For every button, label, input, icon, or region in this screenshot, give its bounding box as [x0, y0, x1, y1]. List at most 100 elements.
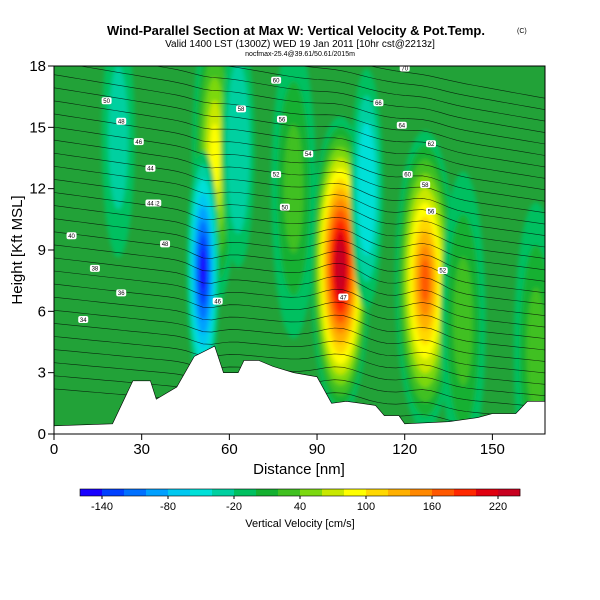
y-tick-label-3: 9 — [38, 242, 46, 259]
colorbar-swatch-6 — [212, 489, 235, 496]
theta-contour-5 — [54, 323, 545, 374]
theta-label-6: 38 — [89, 264, 100, 273]
theta-contour-4 — [54, 336, 545, 385]
downdraft-core-2-level-2 — [231, 96, 246, 200]
theta-contour-19 — [54, 139, 545, 213]
theta-label-text-7: 36 — [118, 291, 125, 297]
theta-label-5: 40 — [66, 232, 77, 240]
y-axis-label: Height [Kft MSL] — [9, 195, 26, 304]
valid-time-line: Valid 1400 LST (1300Z) WED 19 Jan 2011 [… — [165, 39, 435, 50]
updraft-core-1-level-9 — [420, 259, 430, 303]
downdraft-core-2 — [221, 66, 255, 268]
downdraft-core-3 — [101, 66, 135, 258]
theta-contour-17 — [54, 166, 545, 236]
y-tick-label-2: 6 — [38, 303, 46, 320]
theta-label-23: 60 — [402, 170, 413, 179]
terrain-mask — [54, 345, 545, 434]
theta-contour-12 — [54, 231, 545, 294]
x-tick-label-1: 30 — [133, 441, 150, 458]
theta-label-20: 70 — [399, 66, 410, 72]
colorbar-swatch-9 — [278, 489, 301, 496]
theta-label-16: 48 — [160, 240, 171, 248]
theta-contour-22 — [54, 100, 545, 179]
theta-contour-29 — [369, 66, 545, 99]
colorbar-tick-label-2: -20 — [226, 501, 242, 513]
colorbar-swatch-4 — [168, 489, 191, 496]
colorbar-swatch-19 — [498, 489, 521, 496]
theta-label-text-16: 48 — [162, 242, 169, 248]
updraft-core-1 — [395, 130, 456, 431]
updraft-core-3 — [271, 66, 317, 339]
theta-label-1: 48 — [116, 117, 127, 126]
y-tick-label-6: 18 — [29, 58, 46, 75]
theta-label-text-1: 48 — [118, 120, 125, 126]
updraft-core-4-level-2 — [453, 257, 473, 386]
theta-contour-13 — [54, 218, 545, 282]
theta-label-13: 54 — [303, 150, 314, 158]
theta-label-text-0: 50 — [103, 99, 110, 105]
theta-label-text-20: 70 — [401, 66, 408, 72]
theta-label-text-9: 44 — [147, 201, 154, 207]
colorbar-tick-label-1: -80 — [160, 501, 176, 513]
theta-label-14: 52 — [271, 170, 282, 179]
theta-label-text-26: 52 — [439, 269, 446, 275]
x-axis-label: Distance [nm] — [253, 461, 345, 478]
chart-title: Wind-Parallel Section at Max W: Vertical… — [107, 23, 485, 38]
theta-label-3: 44 — [145, 164, 156, 173]
theta-label-15: 50 — [279, 203, 290, 211]
theta-contour-16 — [54, 179, 545, 248]
x-axis: 0 30 60 90 120 150 — [50, 434, 505, 458]
colorbar-tick-label-4: 100 — [357, 501, 375, 513]
theta-contour-21 — [54, 113, 545, 191]
theta-label-25: 56 — [426, 207, 437, 215]
theta-contour-23 — [54, 87, 545, 168]
theta-label-12: 56 — [276, 115, 287, 123]
x-tick-label-3: 90 — [309, 441, 326, 458]
theta-label-9: 44 — [145, 199, 156, 207]
theta-label-text-3: 44 — [147, 167, 154, 173]
colorbar-tick-label-6: 220 — [489, 501, 507, 513]
colorbar-swatch-13 — [366, 489, 389, 496]
theta-contour-10 — [54, 257, 545, 316]
colorbar-swatch-12 — [344, 489, 367, 496]
theta-label-text-13: 54 — [305, 152, 312, 158]
theta-contour-7 — [54, 296, 545, 351]
theta-label-text-22: 62 — [428, 142, 435, 148]
updraft-core-0-level-13 — [337, 250, 344, 282]
theta-contour-14 — [54, 205, 545, 271]
theta-label-11: 60 — [271, 76, 282, 85]
theta-contour-25 — [78, 66, 545, 145]
updraft-core-3-level-2 — [284, 124, 304, 253]
x-tick-label-0: 0 — [50, 441, 58, 458]
location-line: nocfmax-25.4@39.61/50.61/2015m — [245, 51, 355, 58]
theta-label-text-15: 50 — [282, 205, 289, 211]
y-tick-label-4: 12 — [29, 181, 46, 198]
colorbar-swatch-8 — [256, 489, 279, 496]
theta-contour-27 — [223, 66, 545, 122]
colorbar-swatch-0 — [80, 489, 103, 496]
theta-label-21: 64 — [396, 121, 407, 130]
theta-contour-18 — [54, 152, 545, 225]
theta-label-text-6: 38 — [92, 267, 99, 273]
theta-label-7: 36 — [116, 289, 127, 297]
theta-label-text-21: 64 — [398, 124, 405, 130]
theta-contour-15 — [54, 192, 545, 259]
colorbar-swatch-10 — [300, 489, 323, 496]
downdraft-core-1 — [350, 68, 384, 309]
copyright-mark: (C) — [517, 28, 527, 35]
colorbar-swatch-11 — [322, 489, 345, 496]
theta-label-text-4: 42 — [153, 201, 160, 207]
colorbar-swatch-15 — [410, 489, 433, 496]
colorbar-tick-label-0: -140 — [91, 501, 113, 513]
theta-contour-28 — [300, 66, 545, 110]
y-tick-label-1: 3 — [38, 365, 46, 382]
colorbar-swatch-7 — [234, 489, 257, 496]
theta-label-0: 50 — [101, 97, 112, 105]
colorbar-label: Vertical Velocity [cm/s] — [245, 518, 354, 530]
theta-label-text-12: 56 — [279, 117, 286, 123]
theta-contour-26 — [154, 66, 545, 133]
theta-contour-11 — [54, 244, 545, 305]
colorbar-swatch-5 — [190, 489, 213, 496]
colorbar-swatch-17 — [454, 489, 477, 496]
plot-area: 5048464442403836344458605654525048464766… — [54, 66, 545, 434]
